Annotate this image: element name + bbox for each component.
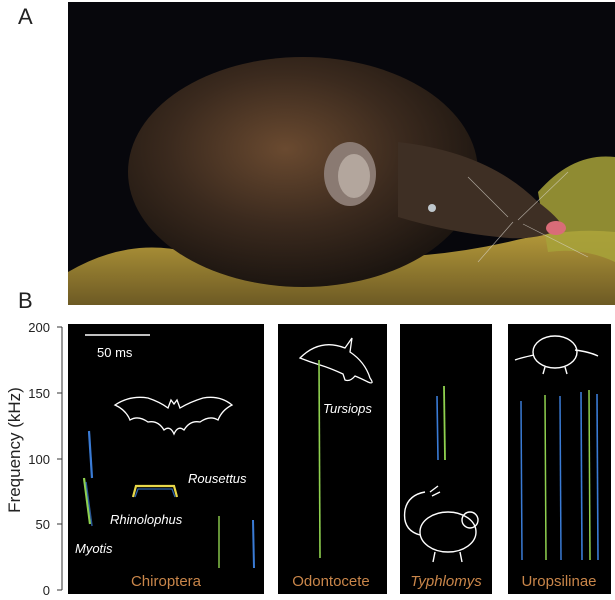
typhlomys-traces	[436, 385, 446, 461]
shrew-photo	[68, 2, 615, 305]
y-axis-label: Frequency (kHz)	[5, 387, 24, 513]
group-uropsilinae: Uropsilinae	[521, 573, 596, 590]
y-tick-marks	[57, 326, 62, 591]
tursiops-trace	[318, 359, 321, 559]
species-rhinolophus: Rhinolophus	[110, 512, 183, 527]
uropsilinae-icon	[514, 335, 599, 375]
panel-a-letter: A	[18, 4, 33, 29]
uropsilinae-panel	[508, 324, 611, 594]
shrew-body	[128, 57, 478, 287]
species-myotis: Myotis	[75, 541, 113, 556]
spectrogram-figure: Frequency (kHz) 0 50 100 150 200 50 ms M…	[5, 320, 611, 598]
shrew-eye	[428, 204, 436, 212]
species-tursiops: Tursiops	[323, 401, 372, 416]
group-chiroptera: Chiroptera	[131, 573, 202, 590]
odontocete-panel	[278, 324, 387, 594]
group-odontocete: Odontocete	[292, 573, 370, 590]
typhlomys-panel	[400, 324, 492, 594]
y-tick-0: 0	[43, 583, 50, 598]
panel-b-letter: B	[18, 288, 33, 313]
y-tick-150: 150	[28, 386, 50, 401]
y-tick-200: 200	[28, 320, 50, 335]
species-rousettus: Rousettus	[188, 471, 247, 486]
y-tick-50: 50	[36, 517, 50, 532]
uropsilinae-traces	[520, 389, 599, 561]
chiroptera-traces	[82, 430, 255, 569]
dolphin-icon	[298, 337, 373, 384]
scale-bar-label: 50 ms	[97, 345, 133, 360]
y-tick-100: 100	[28, 452, 50, 467]
shrew-nose	[546, 221, 566, 235]
bat-icon	[113, 396, 234, 436]
typhlomys-icon	[403, 485, 479, 563]
group-typhlomys: Typhlomys	[410, 573, 482, 590]
chiroptera-panel	[68, 324, 264, 594]
